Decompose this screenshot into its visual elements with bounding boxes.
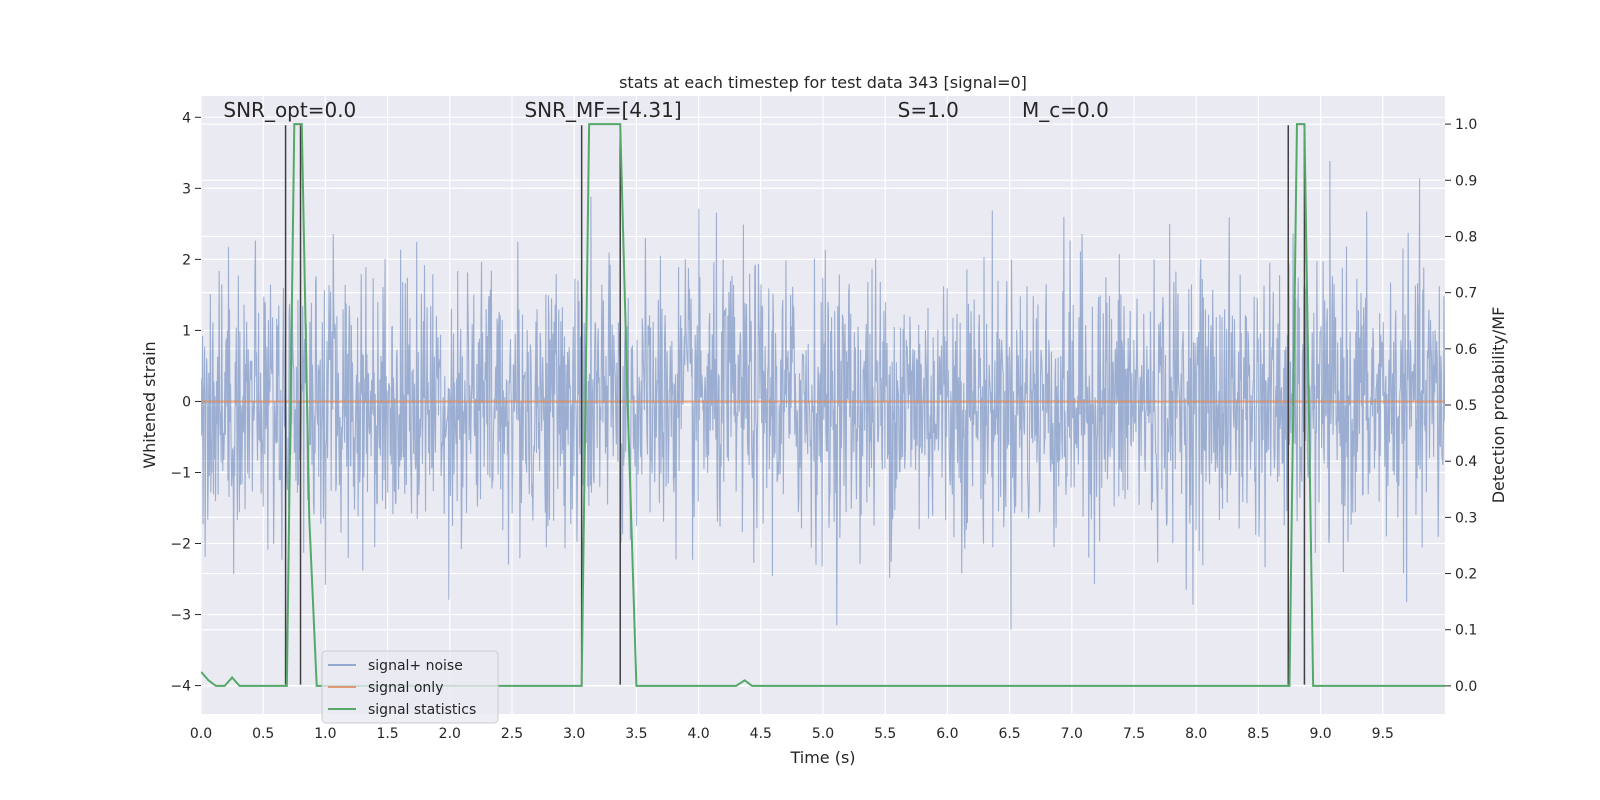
legend-entry: signal statistics — [368, 702, 476, 718]
x-tick-label: 8.5 — [1247, 726, 1269, 742]
x-tick-label: 6.0 — [936, 726, 958, 742]
x-axis-ticks: 0.0 0.5 1.0 1.5 2.0 2.5 3.0 3.5 4.0 4.5 5.0 5.5 6.0 6… — [190, 726, 1394, 742]
left-tick-label: −2 — [170, 537, 191, 553]
x-tick-label: 4.0 — [687, 726, 709, 742]
right-tick-label: 0.1 — [1455, 623, 1477, 639]
x-tick-label: 9.5 — [1372, 726, 1394, 742]
annotations: SNR_opt=0.0 SNR_MF=[4.31] S=1.0 M_c=0.0 — [223, 98, 1108, 122]
right-tick-label: 0.6 — [1455, 342, 1477, 358]
annotation-s: S=1.0 — [898, 98, 959, 122]
right-tick-label: 0.5 — [1455, 398, 1477, 414]
left-tick-label: 1 — [182, 323, 191, 339]
legend-box — [321, 650, 499, 724]
x-tick-label: 4.5 — [750, 726, 772, 742]
annotation-snr-opt: SNR_opt=0.0 — [223, 98, 356, 122]
x-axis-label: Time (s) — [789, 748, 855, 767]
chart-title: stats at each timestep for test data 343… — [619, 73, 1027, 92]
x-tick-label: 7.5 — [1123, 726, 1145, 742]
x-tick-label: 5.0 — [812, 726, 834, 742]
right-axis-label: Detection probability/MF — [1489, 307, 1508, 504]
x-tick-label: 1.5 — [376, 726, 398, 742]
left-tick-label: 2 — [182, 252, 191, 268]
right-axis-ticks: 0.0 0.1 0.2 0.3 0.4 0.5 0.6 0.7 0.8 0.9 1.0 — [1445, 117, 1477, 695]
left-tick-label: −3 — [170, 608, 191, 624]
left-axis-label: Whitened strain — [140, 341, 159, 468]
x-tick-label: 2.5 — [501, 726, 523, 742]
x-tick-label: 1.0 — [314, 726, 336, 742]
left-axis-ticks: −4 −3 −2 −1 0 1 2 3 4 — [170, 110, 201, 695]
x-tick-label: 8.0 — [1185, 726, 1207, 742]
annotation-snr-mf: SNR_MF=[4.31] — [524, 98, 681, 122]
left-tick-label: 3 — [182, 181, 191, 197]
left-tick-label: 0 — [182, 394, 191, 410]
right-tick-label: 0.4 — [1455, 454, 1477, 470]
right-tick-label: 0.3 — [1455, 510, 1477, 526]
x-tick-label: 0.0 — [190, 726, 212, 742]
legend-entry: signal only — [368, 680, 443, 696]
x-tick-label: 5.5 — [874, 726, 896, 742]
x-tick-label: 9.0 — [1309, 726, 1331, 742]
x-tick-label: 2.0 — [439, 726, 461, 742]
series-layer — [201, 123, 1445, 687]
right-tick-label: 0.2 — [1455, 567, 1477, 583]
legend-entry: signal+ noise — [368, 658, 463, 674]
right-tick-label: 0.8 — [1455, 229, 1477, 245]
x-tick-label: 3.5 — [625, 726, 647, 742]
right-tick-label: 0.0 — [1455, 679, 1477, 695]
left-tick-label: −1 — [170, 465, 191, 481]
left-tick-label: −4 — [170, 679, 191, 695]
right-tick-label: 0.7 — [1455, 286, 1477, 302]
right-tick-label: 0.9 — [1455, 173, 1477, 189]
x-tick-label: 7.0 — [1061, 726, 1083, 742]
left-tick-label: 4 — [182, 110, 191, 126]
x-tick-label: 0.5 — [252, 726, 274, 742]
legend: signal+ noise signal only signal statistic… — [321, 650, 499, 724]
right-tick-label: 1.0 — [1455, 117, 1477, 133]
x-tick-label: 3.0 — [563, 726, 585, 742]
series-signal-noise — [201, 160, 1445, 630]
annotation-mc: M_c=0.0 — [1022, 98, 1109, 122]
x-tick-label: 6.5 — [998, 726, 1020, 742]
